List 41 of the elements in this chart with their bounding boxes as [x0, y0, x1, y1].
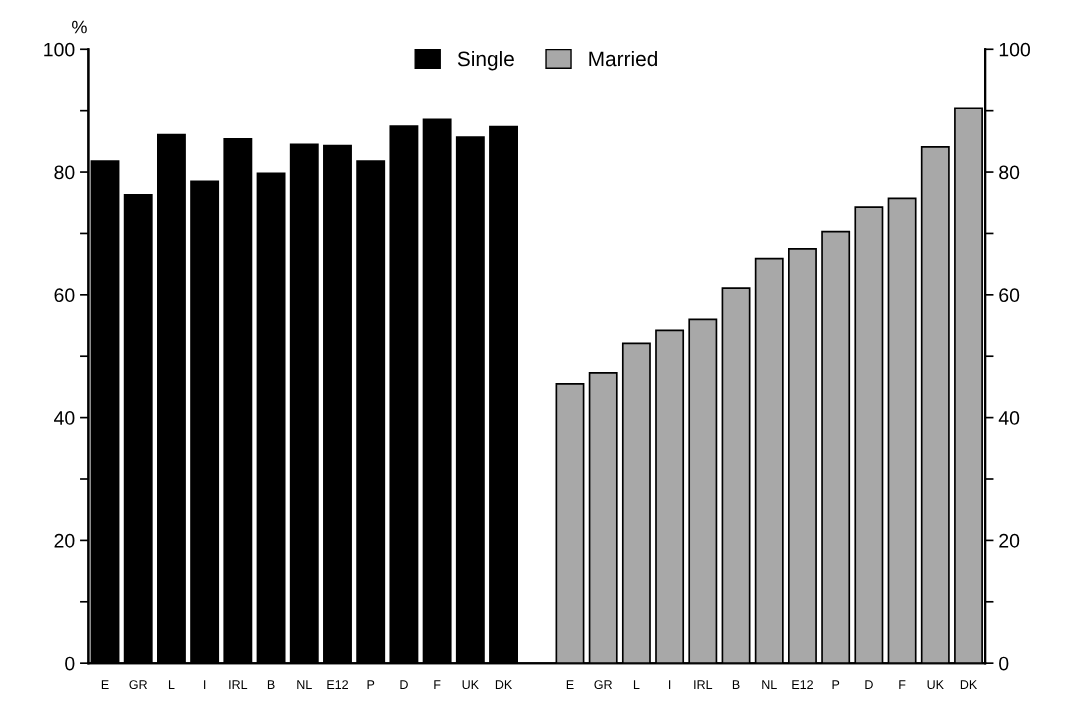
- x-tick-label: NL: [762, 680, 777, 689]
- x-tick-label: DK: [495, 680, 513, 689]
- y2-tick-label: 60: [999, 288, 1020, 303]
- y-tick-label: 20: [54, 533, 75, 548]
- x-tick-label: D: [400, 680, 408, 689]
- legend-label: Single: [457, 50, 514, 71]
- x-tick-label: L: [168, 680, 175, 689]
- y-tick-label: 60: [54, 288, 75, 303]
- x-tick-label: UK: [927, 680, 944, 690]
- x-tick-label: DK: [960, 680, 978, 689]
- x-tick-label: I: [204, 680, 206, 689]
- x-tick-label: E: [566, 680, 574, 689]
- x-tick-label: I: [669, 680, 671, 689]
- x-tick-label: E: [101, 680, 109, 689]
- y-tick-label: 40: [54, 411, 75, 425]
- x-tick-label: D: [865, 680, 873, 689]
- x-tick-label: IRL: [229, 680, 248, 689]
- x-tick-label: B: [732, 680, 740, 689]
- x-tick-label: NL: [297, 680, 312, 689]
- y2-tick-label: 0: [999, 656, 1009, 671]
- y-tick-label: 100: [44, 42, 75, 57]
- y-tick-label: 0: [65, 656, 75, 671]
- x-tick-label: B: [267, 680, 275, 689]
- x-tick-label: E12: [327, 680, 348, 689]
- x-tick-label: P: [367, 680, 375, 689]
- x-tick-label: IRL: [694, 680, 713, 689]
- y2-tick-label: 40: [998, 411, 1020, 425]
- y2-tick-label: 100: [999, 42, 1030, 57]
- x-tick-label: E12: [792, 680, 813, 689]
- y-axis-title: %: [72, 20, 87, 34]
- y-tick-label: 80: [54, 165, 75, 180]
- x-tick-label: F: [899, 680, 906, 689]
- x-tick-label: F: [434, 680, 441, 689]
- x-tick-label: L: [633, 680, 640, 689]
- x-tick-label: GR: [129, 680, 148, 690]
- legend-label: Married: [589, 50, 657, 67]
- x-tick-label: P: [832, 680, 840, 689]
- y2-tick-label: 80: [999, 165, 1020, 180]
- y2-tick-label: 20: [999, 533, 1020, 548]
- x-tick-label: UK: [462, 680, 479, 690]
- x-tick-label: GR: [594, 680, 612, 690]
